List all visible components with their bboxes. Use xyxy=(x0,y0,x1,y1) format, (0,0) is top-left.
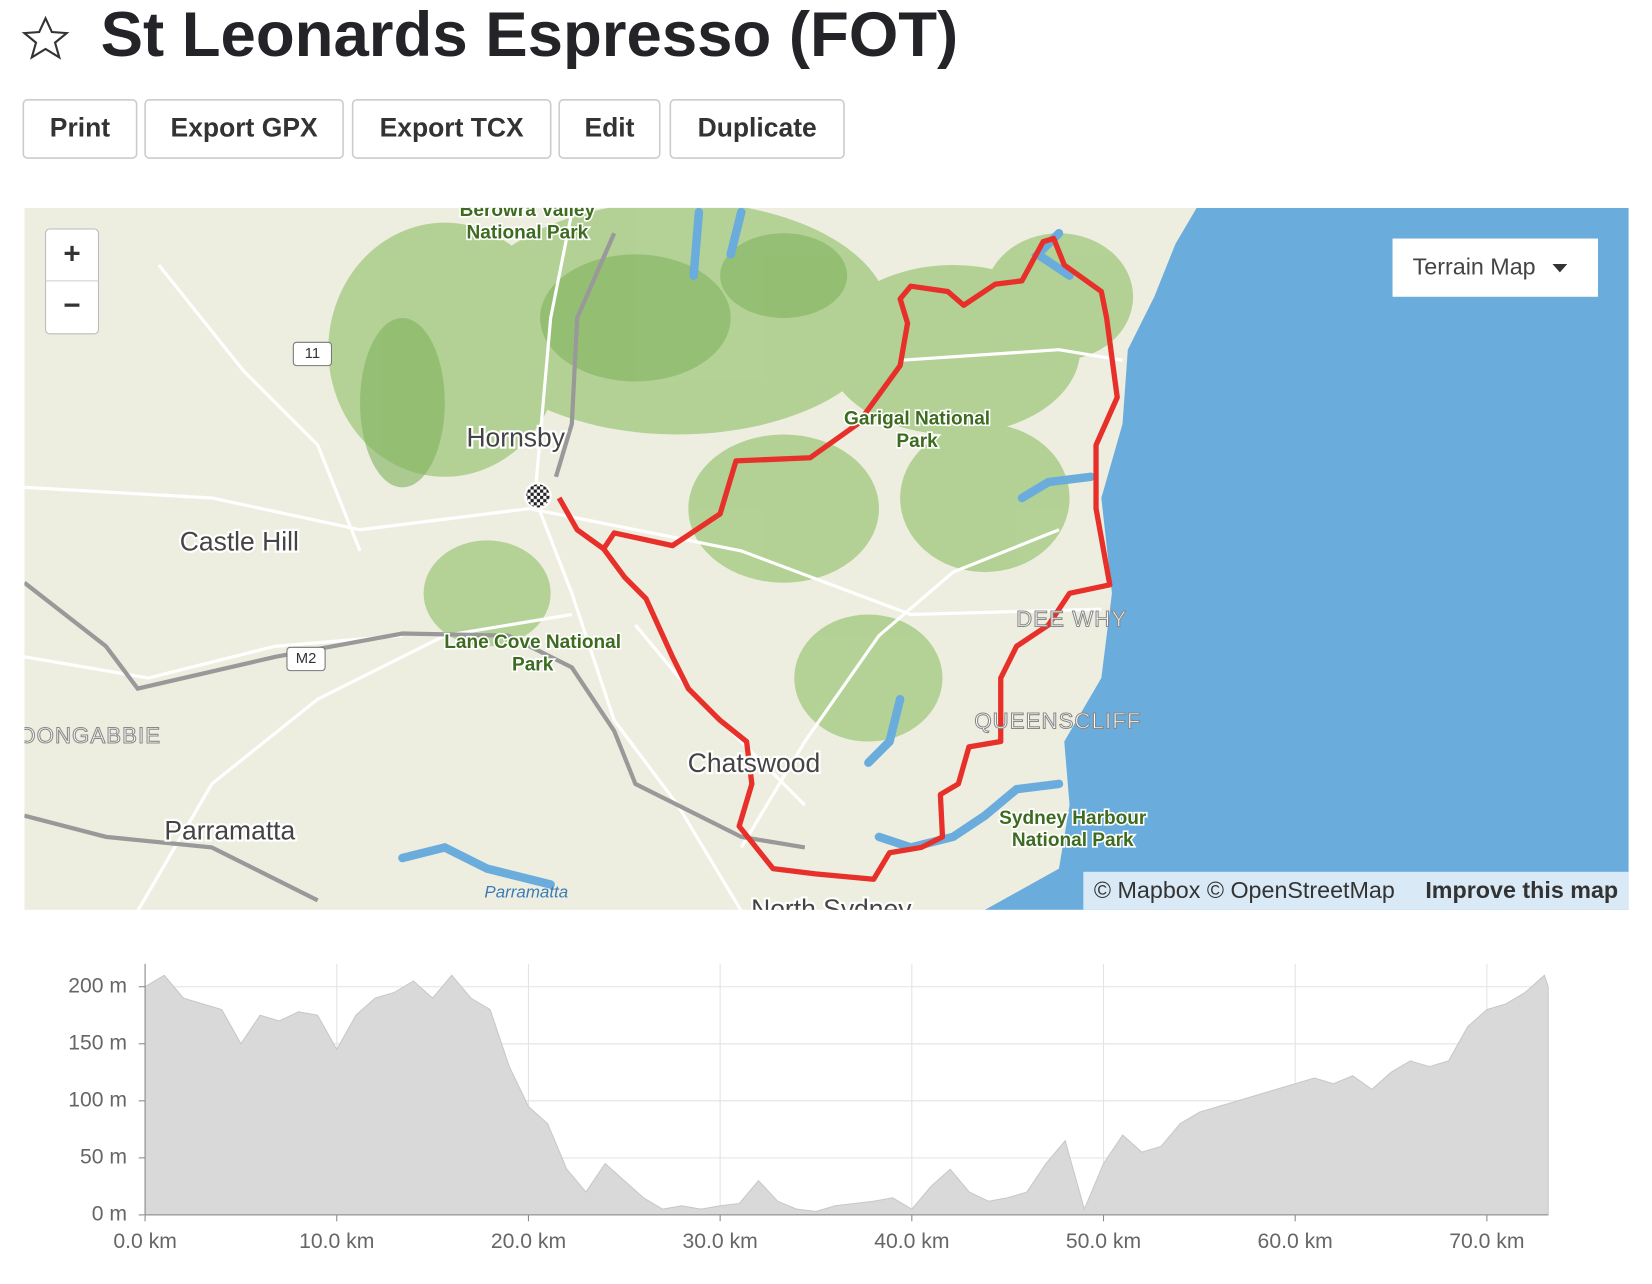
x-tick-label: 40.0 km xyxy=(874,1230,949,1253)
toolbar-button-label[interactable]: Export GPX xyxy=(171,112,318,142)
toolbar-button[interactable] xyxy=(351,99,552,159)
toolbar-button[interactable] xyxy=(22,99,138,159)
toolbar-button-label[interactable]: Print xyxy=(50,112,110,142)
map-label: Garigal National xyxy=(844,409,990,430)
map-label: National Park xyxy=(1012,830,1134,851)
x-tick-label: 70.0 km xyxy=(1449,1230,1524,1253)
y-tick-label: 150 m xyxy=(68,1031,127,1054)
elevation-chart: 0 m 50 m 100 m 150 m 200 m 0.0 km 10.0 km 20.0 … xyxy=(68,963,1549,1253)
y-tick-label: 100 m xyxy=(68,1088,127,1111)
y-tick-label: 200 m xyxy=(68,974,127,997)
map-label: Hornsby xyxy=(466,423,565,453)
map-label: Park xyxy=(512,654,554,675)
dropdown-caret xyxy=(1552,263,1568,273)
route-line xyxy=(556,235,1120,882)
attribution-bar xyxy=(1083,871,1629,910)
zoom-out-button[interactable]: − xyxy=(63,289,80,322)
route-title: St Leonards Espresso (FOT) xyxy=(101,0,959,70)
road-shield-label: M2 xyxy=(296,651,317,667)
map-label: TOONGABBIE xyxy=(4,723,161,748)
improve-map-link[interactable]: Improve this map xyxy=(1425,877,1618,903)
x-tick-label: 50.0 km xyxy=(1066,1230,1141,1253)
map-waterways xyxy=(398,207,1095,889)
map-style-label[interactable]: Terrain Map xyxy=(1413,253,1536,279)
favorite-star[interactable] xyxy=(21,15,70,60)
map-label: Sydney Harbour xyxy=(999,808,1147,829)
toolbar: Print Export GPX Export TCX Edit Duplicate xyxy=(22,99,845,159)
map-label: Park xyxy=(896,431,938,452)
y-tick-label: 50 m xyxy=(80,1145,127,1168)
toolbar-button[interactable] xyxy=(669,99,845,159)
x-tick-label: 0.0 km xyxy=(113,1230,176,1253)
toolbar-button-label[interactable]: Duplicate xyxy=(698,112,817,142)
elevation-area xyxy=(144,974,1549,1216)
map-label: Castle Hill xyxy=(180,527,299,557)
map-label: Parramatta xyxy=(484,882,568,901)
x-tick-label: 30.0 km xyxy=(683,1230,758,1253)
map-label: Lane Cove National xyxy=(444,632,621,653)
map-label: Berowra Valley xyxy=(460,200,596,221)
map-label: National Park xyxy=(467,222,589,243)
x-tick-label: 10.0 km xyxy=(299,1230,374,1253)
x-tick-label: 60.0 km xyxy=(1258,1230,1333,1253)
map-motorways xyxy=(24,232,806,903)
map-label: QUEENSCLIFF xyxy=(974,708,1141,733)
road-shield xyxy=(292,341,332,367)
map: 11 M2 Berowra Valley National Park Horns… xyxy=(4,200,1629,924)
map-sea xyxy=(984,207,1629,910)
map-label: Parramatta xyxy=(164,816,295,846)
attribution[interactable]: © Mapbox © OpenStreetMap xyxy=(1094,877,1395,903)
x-tick-label: 20.0 km xyxy=(491,1230,566,1253)
map-label: DEE WHY xyxy=(1016,607,1127,632)
y-tick-label: 0 m xyxy=(92,1202,127,1225)
toolbar-button-label[interactable]: Export TCX xyxy=(380,112,524,142)
map-label: North Sydney xyxy=(751,894,912,924)
toolbar-button-label[interactable]: Edit xyxy=(584,112,634,142)
road-shield xyxy=(286,646,326,672)
map-label: Chatswood xyxy=(688,748,820,778)
map-terrain-dark xyxy=(360,233,848,488)
zoom-in-button[interactable]: + xyxy=(63,237,80,270)
road-shields: 11 M2 xyxy=(286,341,332,672)
toolbar-button[interactable] xyxy=(144,99,344,159)
road-shield-label: 11 xyxy=(305,346,320,362)
toolbar-button[interactable] xyxy=(558,99,661,159)
start-marker-pattern xyxy=(526,484,550,508)
